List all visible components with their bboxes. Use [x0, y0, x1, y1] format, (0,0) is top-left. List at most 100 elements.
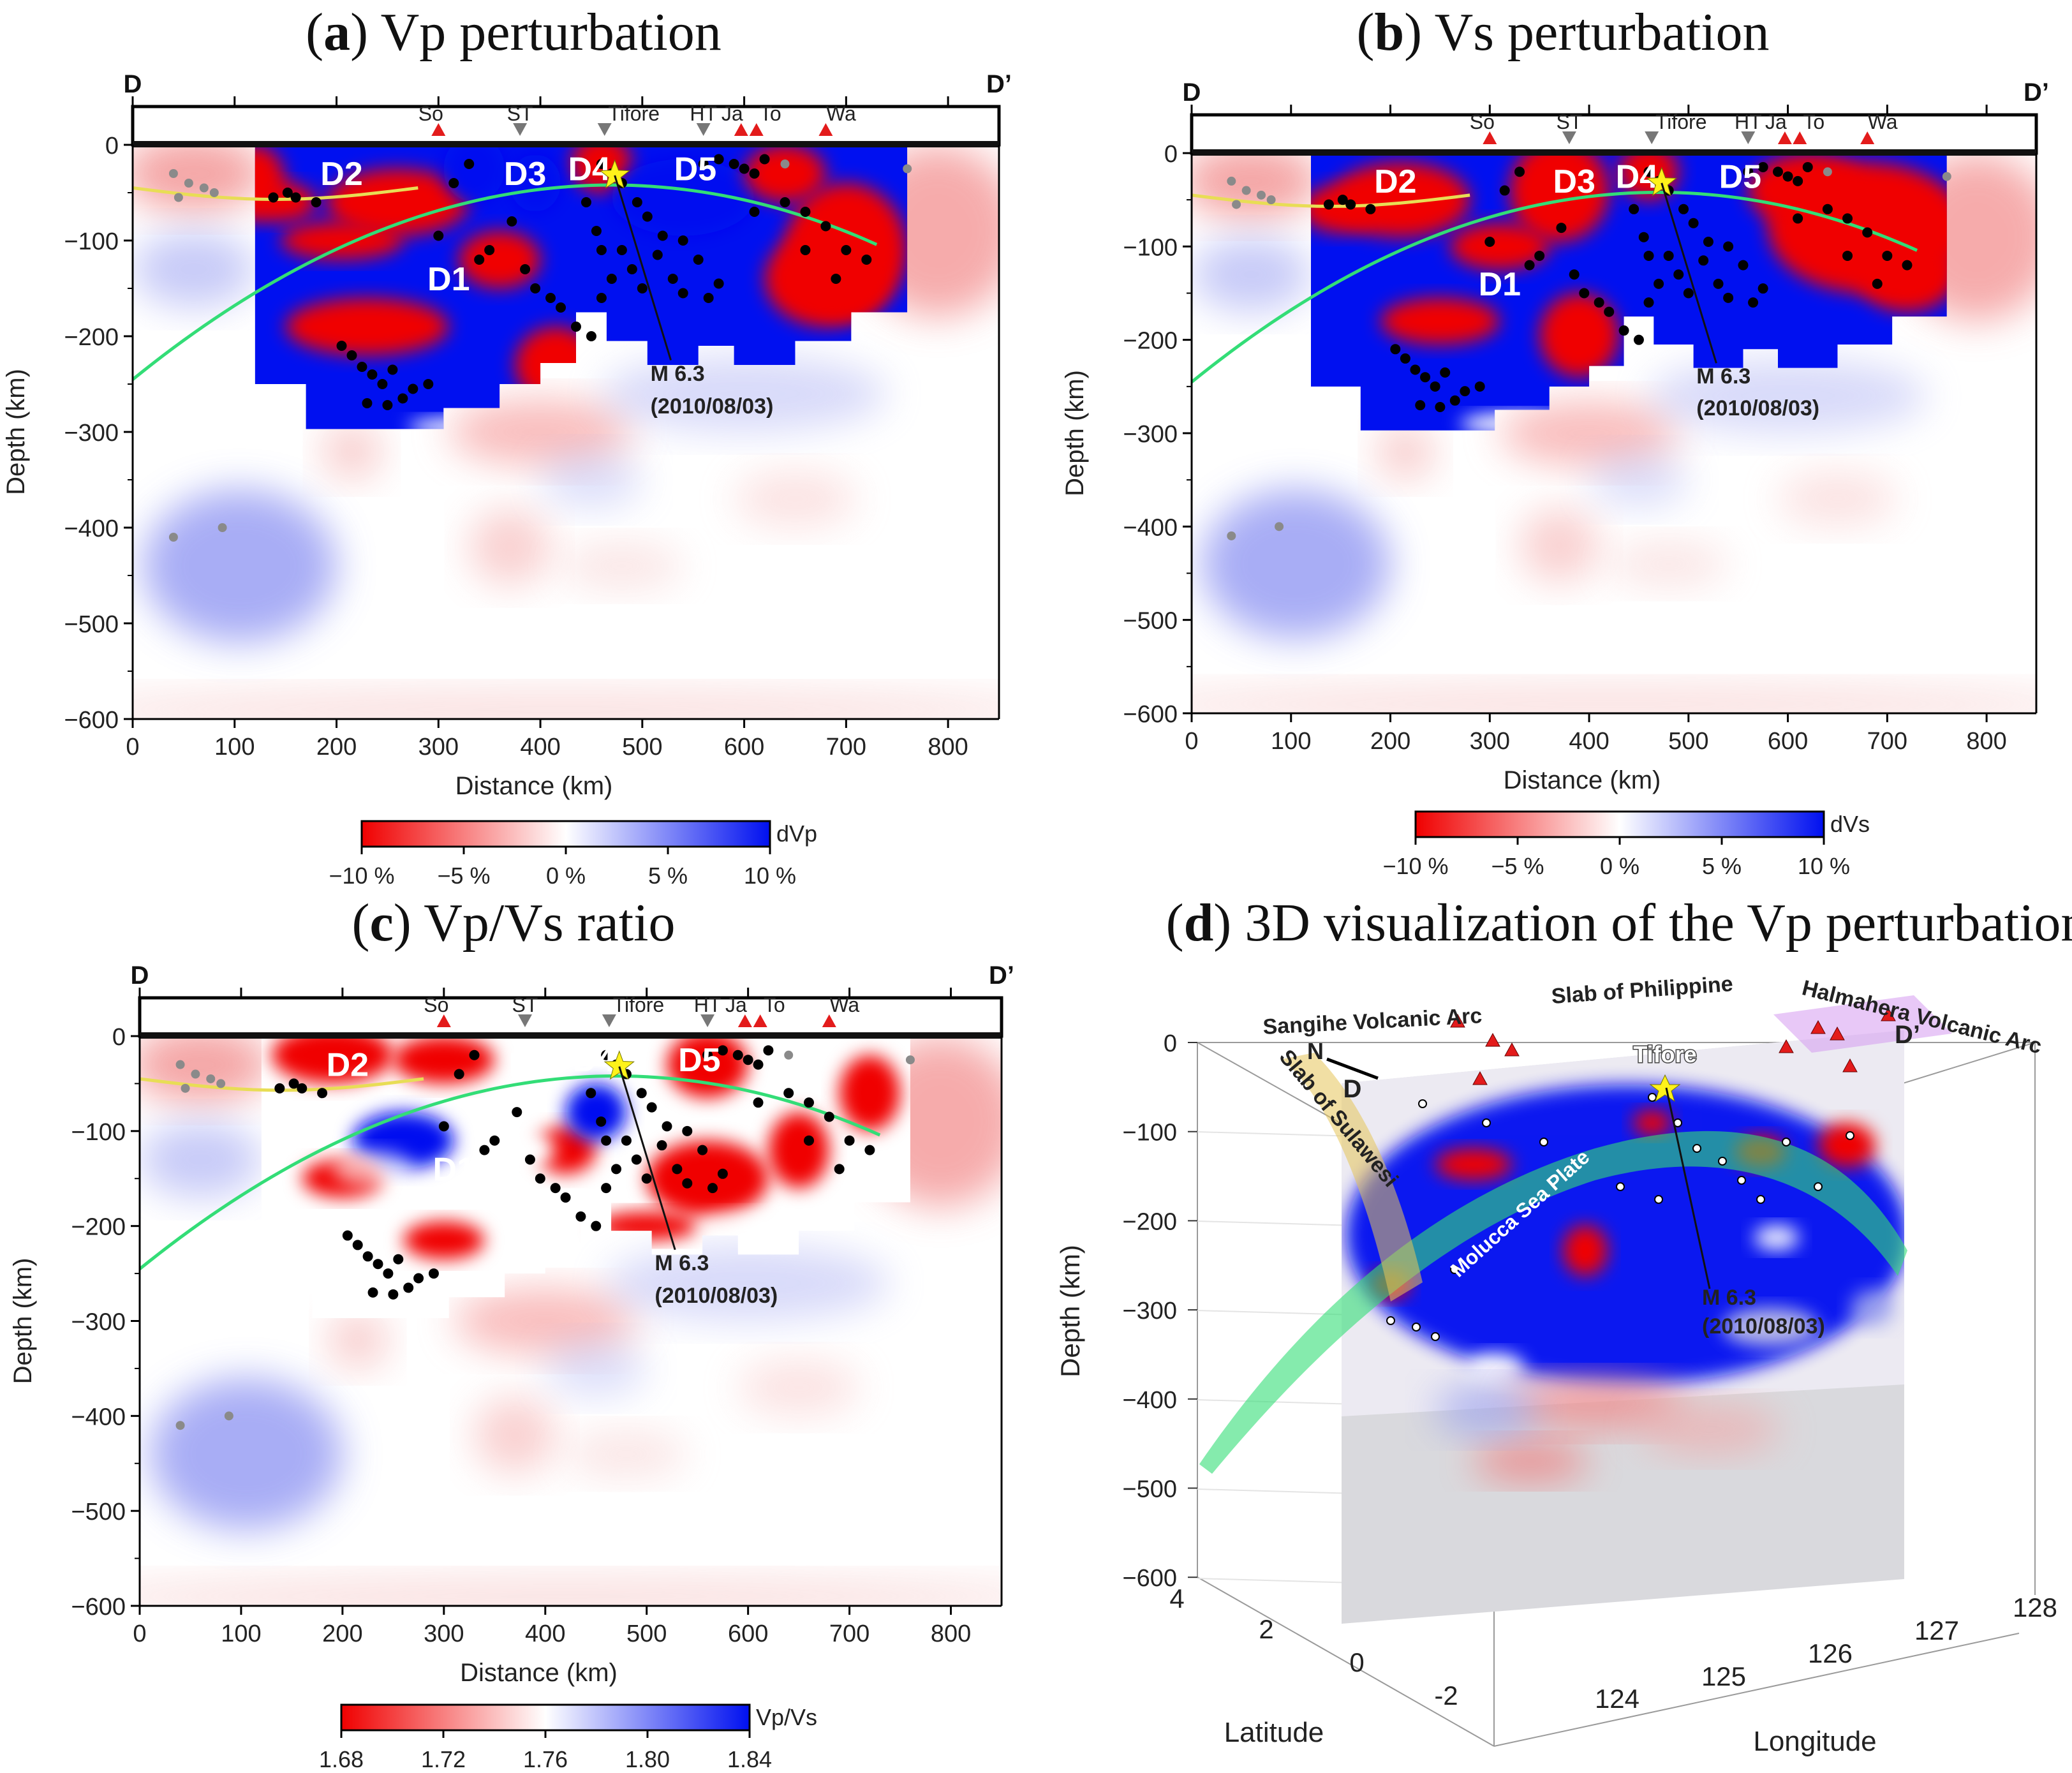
earthquake-marker — [1524, 260, 1535, 271]
anomaly-blob — [280, 221, 403, 260]
earthquake-marker — [717, 1168, 728, 1179]
anomaly-blob — [1310, 186, 1380, 233]
earthquake-marker — [1737, 1176, 1746, 1185]
colorbar-tick-label: 10 % — [744, 863, 796, 889]
colorbar: dVs −10 % −5 % 0 % 5 % 10 % — [1382, 810, 1870, 879]
outside-earthquake-marker — [181, 1083, 190, 1093]
volcano-marker — [597, 123, 612, 136]
anomaly-blob — [734, 470, 857, 528]
anomaly-blob — [1520, 508, 1599, 583]
earthquake-marker — [520, 264, 531, 274]
event-date-label: (2010/08/03) — [1702, 1314, 1825, 1339]
outside-earthquake-marker — [209, 188, 219, 197]
anomaly-blob — [327, 1311, 389, 1369]
colorbar-tick-label: −5 % — [1491, 853, 1544, 879]
x-tick-label: 200 — [316, 734, 357, 760]
earthquake-marker — [1569, 269, 1580, 280]
outside-earthquake-marker — [1823, 167, 1832, 177]
earthquake-marker — [864, 1145, 875, 1155]
earthquake-marker — [611, 1164, 622, 1175]
earthquake-marker — [657, 230, 668, 241]
anomaly-blob — [1754, 1225, 1799, 1250]
x-tick-label: 500 — [622, 734, 662, 760]
y-tick-label: −300 — [64, 420, 119, 447]
outside-earthquake-marker — [216, 1079, 226, 1088]
panel-letter: c — [369, 893, 393, 953]
anomaly-blob — [1589, 452, 1689, 508]
anomaly-blob — [764, 231, 887, 327]
panel-title: (a) Vp perturbation — [306, 3, 722, 62]
anomaly-blob — [1778, 470, 1897, 527]
earthquake-marker — [469, 1050, 480, 1060]
earthquake-marker — [1499, 185, 1510, 196]
latitude-tick-label: -2 — [1434, 1680, 1458, 1710]
volcano-label: Ja — [722, 102, 743, 125]
anomaly-blob — [768, 1112, 829, 1189]
earthquake-marker — [1743, 167, 1754, 177]
y-tick-label: −200 — [64, 324, 119, 351]
earthquake-marker — [1773, 167, 1784, 177]
anomaly-blob — [1506, 1378, 1684, 1429]
region-label: D5 — [1719, 159, 1761, 196]
earthquake-marker — [800, 245, 811, 255]
event-magnitude-label: M 6.3 — [1696, 364, 1750, 389]
z-tick-label: −300 — [1122, 1298, 1177, 1324]
region-label: D4 — [573, 1042, 616, 1079]
earthquake-marker — [1514, 167, 1525, 177]
coastline-bar — [140, 1032, 1002, 1039]
panel-letter: a — [323, 3, 350, 62]
outside-earthquake-marker — [175, 1060, 185, 1069]
earthquake-marker — [631, 1154, 642, 1165]
earthquake-marker — [804, 1135, 815, 1146]
anomaly-blob — [1499, 400, 1679, 466]
anomaly-blob — [737, 1359, 860, 1416]
volcano-label: Ja — [725, 993, 747, 1016]
region-label: D4 — [1616, 159, 1659, 196]
anomaly-blob — [1435, 1148, 1512, 1180]
colorbar-label: dVs — [1830, 811, 1870, 837]
anomaly-blob — [1857, 237, 1947, 312]
earthquake-marker — [1793, 175, 1803, 186]
volcano-marker — [1830, 1026, 1845, 1041]
outside-earthquake-marker — [184, 179, 193, 188]
outside-earthquake-marker — [780, 159, 790, 168]
section-plane — [1342, 1030, 1904, 1624]
volcano-marker — [1779, 1039, 1794, 1053]
volcano-label: Wa — [829, 993, 859, 1016]
outside-earthquake-marker — [903, 164, 912, 174]
earthquake-marker — [759, 154, 770, 165]
earthquake-marker — [362, 1251, 373, 1262]
x-axis-label: Distance (km) — [455, 772, 613, 800]
volcano-label: ST — [507, 102, 533, 125]
earthquake-marker — [656, 1140, 667, 1151]
anomaly-blob — [133, 690, 999, 719]
earthquake-marker — [556, 302, 566, 313]
earthquake-marker — [342, 1230, 353, 1241]
earthquake-marker — [1723, 241, 1734, 252]
earthquake-marker — [621, 1135, 632, 1146]
outside-earthquake-marker — [174, 193, 183, 202]
molucca-slab-line — [133, 183, 878, 381]
anomaly-blob — [510, 154, 561, 212]
earthquake-marker — [1412, 1323, 1421, 1332]
y-tick-label: 0 — [112, 1024, 126, 1051]
colorbar-tick-label: 1.72 — [421, 1746, 466, 1772]
x-tick-label: 800 — [931, 1621, 971, 1647]
anomaly-blob — [1467, 1353, 1525, 1384]
outside-earthquake-marker — [168, 533, 178, 542]
earthquake-marker — [1337, 195, 1348, 205]
volcano-marker — [1881, 1007, 1896, 1021]
y-tick-label: −100 — [71, 1119, 126, 1146]
earthquake-marker — [1723, 292, 1734, 303]
outside-earthquake-marker — [218, 523, 227, 532]
earthquake-marker — [1643, 297, 1654, 308]
outside-earthquake-marker — [1232, 200, 1241, 209]
earthquake-marker — [550, 1183, 561, 1194]
anomaly-blob — [1192, 237, 1311, 312]
earthquake-marker — [1842, 213, 1853, 224]
earthquake-marker — [753, 1059, 764, 1070]
event-date-label: (2010/08/03) — [651, 394, 774, 419]
coastline-bar — [1192, 149, 2036, 156]
y-tick-label: −500 — [71, 1499, 126, 1525]
